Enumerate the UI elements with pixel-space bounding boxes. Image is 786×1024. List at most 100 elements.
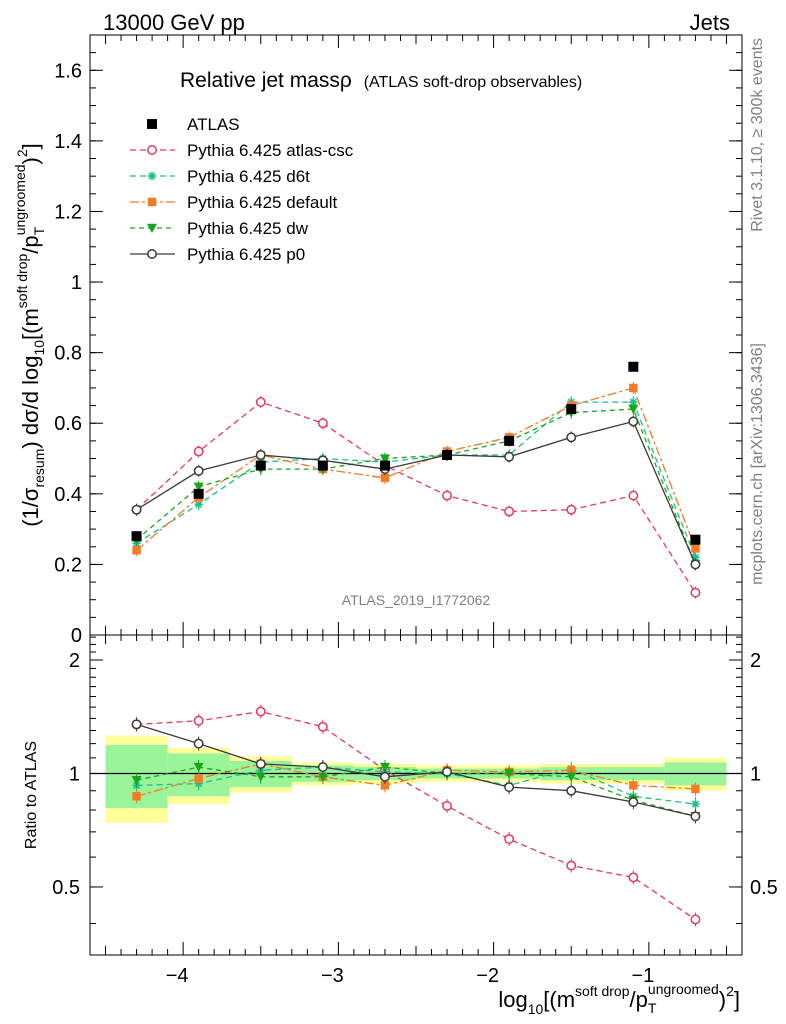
legend-marker	[147, 223, 157, 233]
ratio-point	[691, 799, 700, 809]
series-pythia-6-425-dw	[131, 403, 701, 571]
series-point	[131, 504, 142, 515]
ratio-point	[317, 762, 328, 773]
ratio-point	[566, 785, 577, 796]
series-point	[566, 504, 577, 515]
series-pythia-6-425-d6t	[132, 396, 700, 564]
ratio-ytick-label-right: 2	[750, 650, 761, 672]
header-right: Jets	[690, 10, 730, 35]
main-ytick-label: 0.6	[54, 413, 82, 435]
plot-title-sub: (ATLAS soft-drop observables)	[364, 74, 582, 91]
legend-item-pythia-6-425-d6t: Pythia 6.425 d6t	[130, 167, 310, 186]
series-point	[442, 490, 452, 501]
legend-label: Pythia 6.425 dw	[187, 219, 309, 238]
ratio-point	[193, 715, 204, 726]
series-point	[504, 451, 515, 462]
ratio-point	[504, 834, 515, 845]
legend-label: Pythia 6.425 p0	[187, 245, 305, 264]
x-tick-label: −1	[631, 965, 654, 987]
legend-item-atlas: ATLAS	[147, 115, 240, 134]
series-point	[690, 559, 701, 570]
analysis-label: ATLAS_2019_I1772062	[342, 592, 491, 608]
ratio-point	[566, 772, 577, 782]
series-point	[629, 383, 638, 393]
legend-label: Pythia 6.425 default	[187, 193, 338, 212]
ratio-point	[380, 781, 390, 790]
ratio-point	[255, 706, 266, 717]
ratio-point	[442, 801, 452, 811]
ratio-point	[379, 762, 390, 773]
ratio-ytick-label: 1	[69, 763, 80, 785]
main-ytick-label: 0.4	[54, 484, 82, 506]
series-line	[136, 401, 697, 558]
ratio-series-pythia-6-425-atlas-csc	[131, 704, 701, 927]
x-tick-label: −3	[321, 965, 344, 987]
ratio-point	[194, 774, 203, 783]
ratio-point	[131, 719, 142, 730]
ratio-point	[131, 775, 142, 786]
legend: ATLAS Pythia 6.425 atlas-csc Pythia 6.425 …	[130, 115, 354, 264]
main-axis-ticks: 0 0.2 0.4 0.6 0.8 1 1.2 1.4 1.6	[54, 34, 743, 647]
series-point	[132, 546, 141, 555]
ratio-point	[193, 762, 204, 773]
atlas-data-point	[317, 460, 328, 471]
ratio-point	[628, 797, 639, 807]
legend-label: Pythia 6.425 d6t	[187, 167, 310, 186]
series-point	[504, 506, 515, 517]
legend-marker	[147, 197, 157, 207]
legend-item-pythia-6-425-dw: Pythia 6.425 dw	[130, 219, 309, 238]
series-point	[317, 418, 328, 429]
ratio-point	[317, 721, 328, 732]
ratio-point	[690, 914, 701, 925]
main-ytick-label: 1.6	[54, 60, 82, 82]
atlas-data-point	[690, 534, 701, 545]
x-axis-label: log10[(msoft drop/pTungroomed)2]	[498, 981, 740, 1017]
ratio-point	[629, 781, 638, 790]
ratio-ytick-label-right: 1	[750, 763, 761, 785]
ratio-y-label: Ratio to ATLAS	[23, 741, 40, 849]
series-pythia-6-425-p0	[131, 415, 701, 571]
series-point	[379, 454, 390, 464]
plot-title: Relative jet massρ (ATLAS soft-drop obse…	[180, 69, 582, 92]
atlas-data-point	[131, 531, 142, 542]
series-point	[380, 473, 390, 483]
ratio-point	[193, 738, 204, 749]
series-line	[136, 420, 696, 565]
atlas-data-point	[379, 460, 390, 471]
legend-label: Pythia 6.425 atlas-csc	[187, 141, 354, 160]
x-tick-label: −2	[476, 965, 499, 987]
ratio-panel: 0.5 0.5 1 1 2 2 −4 −3 −2 −1	[52, 634, 778, 987]
main-ytick-label: 0.8	[54, 343, 82, 365]
main-ytick-label: 0.2	[54, 554, 82, 576]
legend-marker	[147, 249, 157, 259]
ratio-series-pythia-6-425-p0	[131, 717, 701, 824]
legend-item-pythia-6-425-p0: Pythia 6.425 p0	[130, 245, 305, 264]
atlas-data-point	[255, 460, 266, 471]
main-y-label: (1/σresum) dσ/d log10[(msoft drop/pTungr…	[12, 143, 47, 527]
ratio-axis-ticks: 0.5 0.5 1 1 2 2 −4 −3 −2 −1	[52, 635, 778, 987]
ratio-series-line	[136, 710, 696, 921]
series-line	[136, 401, 696, 593]
atlas-data-point	[193, 488, 204, 499]
ratio-ytick-label: 0.5	[52, 877, 80, 899]
ratio-point	[317, 772, 328, 782]
main-ytick-label: 1	[71, 272, 82, 294]
ratio-point	[504, 769, 515, 779]
series-point	[193, 465, 204, 476]
header-left: 13000 GeV pp	[103, 10, 245, 35]
series-point	[193, 446, 204, 457]
ratio-ytick-label: 2	[69, 650, 80, 672]
ratio-point	[566, 860, 577, 871]
ratio-point	[255, 758, 266, 769]
x-tick-label: −4	[166, 965, 189, 987]
series-pythia-6-425-default	[132, 381, 700, 557]
series-line	[136, 408, 697, 565]
series-point	[690, 587, 701, 598]
ratio-ytick-label-right: 0.5	[750, 877, 778, 899]
atlas-data-point	[566, 404, 577, 415]
series-point	[628, 404, 639, 415]
ratio-series-line	[136, 763, 696, 797]
main-panel: 0 0.2 0.4 0.6 0.8 1 1.2 1.4 1.6	[54, 34, 743, 647]
main-ytick-label: 1.4	[54, 131, 82, 153]
series-point	[628, 490, 639, 501]
